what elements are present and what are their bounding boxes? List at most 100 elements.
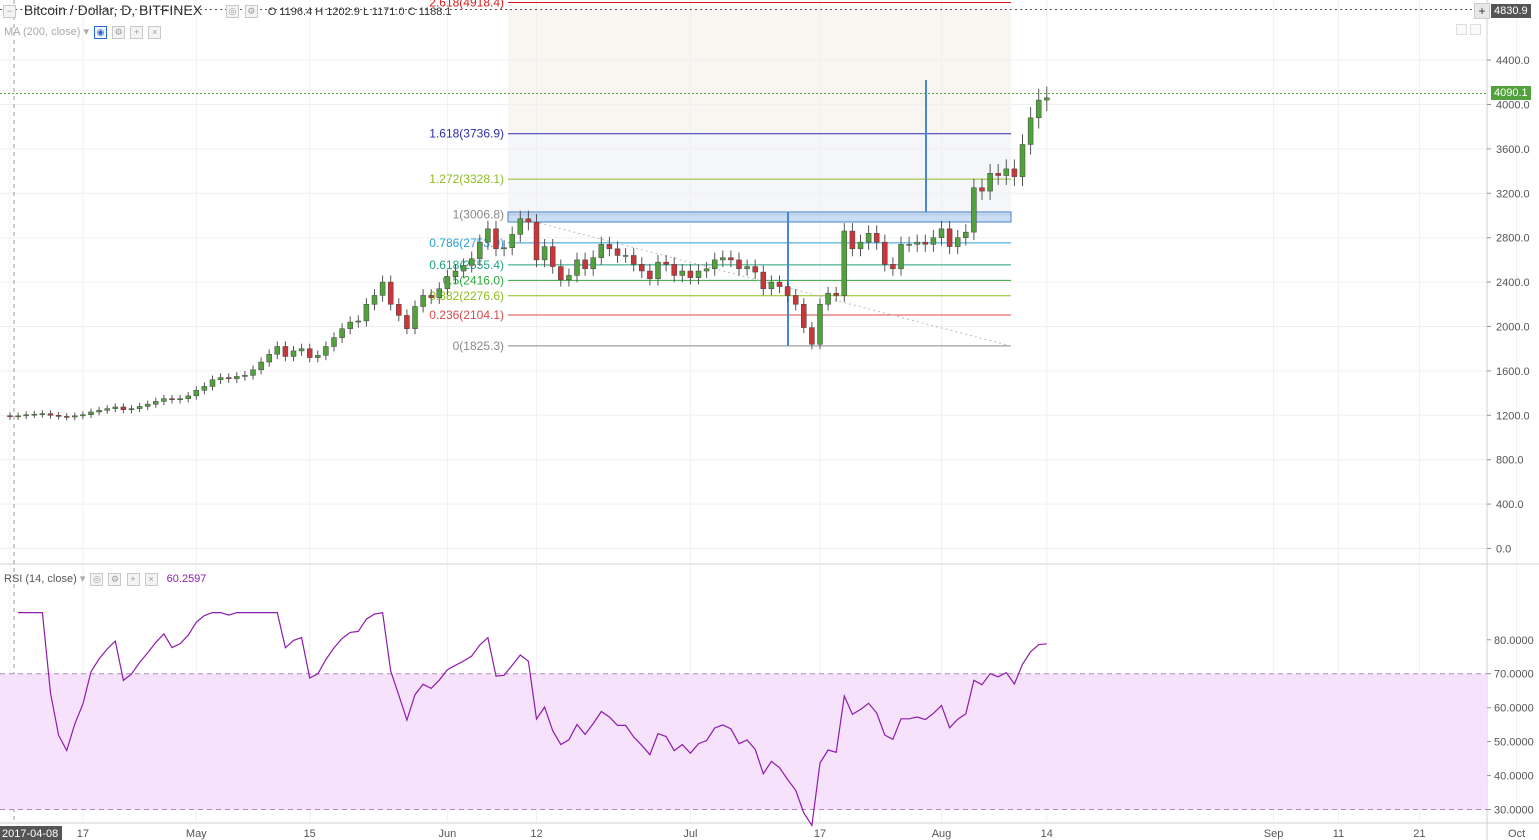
candle-body [217, 377, 224, 381]
rsi-tick-label: 30.0000 [1494, 805, 1534, 817]
candle-body [266, 354, 272, 363]
eye-icon[interactable]: ◎ [90, 572, 104, 586]
fib-level-label: 0.236(2104.1) [429, 308, 504, 322]
candle-body [655, 261, 661, 280]
candle-body [865, 233, 872, 243]
candle-body [760, 271, 767, 290]
settings-icon[interactable]: ⚙ [108, 572, 122, 586]
candle-body [817, 304, 823, 345]
symbol-title[interactable]: Bitcoin / Dollar, D, BITFINEX [23, 2, 203, 18]
fib-level-label: 2.618(4918.4) [429, 0, 504, 10]
candle-body [671, 264, 677, 276]
candle-body [493, 228, 499, 250]
candle-body [1035, 99, 1042, 119]
close-icon[interactable]: × [144, 572, 158, 586]
chevron-down-icon[interactable]: ▾ [83, 26, 90, 38]
candle-body [258, 361, 264, 371]
price-tick-label: 3200.0 [1496, 188, 1530, 200]
candle-body [460, 265, 467, 272]
price-tick-label: 4400.0 [1496, 55, 1530, 67]
time-tick-label: 2017-04-08 [2, 828, 58, 840]
candle-body [622, 255, 629, 257]
minimize-icon[interactable] [1470, 24, 1481, 35]
candle-body [355, 320, 362, 323]
candle-body [404, 315, 410, 329]
candle-body [801, 304, 807, 328]
candle-body [598, 244, 605, 258]
candle-body [201, 386, 208, 391]
candle-body [444, 276, 451, 290]
candle-body [720, 257, 726, 261]
candle-body [169, 398, 175, 401]
price-tick-label: 400.0 [1496, 499, 1524, 511]
candle-body [509, 234, 515, 248]
chart-header: − Bitcoin / Dollar, D, BITFINEX ◎ ⚙ O 11… [3, 2, 452, 18]
time-tick-label: 11 [1333, 828, 1344, 840]
price-tick-label: 4000.0 [1496, 100, 1530, 112]
rsi-tick-label: 60.0000 [1494, 703, 1534, 715]
candle-body [136, 406, 143, 409]
candle-body [144, 403, 151, 407]
candle-body [517, 218, 524, 235]
fib-level-label: 0.786(2753.9) [429, 236, 504, 250]
candle-body [371, 295, 378, 305]
candle-body [153, 401, 159, 405]
candle-body [938, 228, 945, 238]
candle-body [946, 228, 953, 247]
time-tick-label: 12 [530, 828, 542, 840]
candle-body [420, 295, 426, 307]
candle-body [1011, 168, 1018, 177]
collapse-icon[interactable]: − [3, 4, 16, 18]
eye-icon[interactable]: ◎ [225, 4, 239, 18]
add-icon[interactable]: + [126, 572, 140, 586]
candle-body [825, 292, 831, 305]
ma-indicator-label[interactable]: MA (200, close) ▾ ◉ ⚙ + × [4, 25, 162, 39]
candle-body [752, 266, 758, 273]
settings-icon[interactable]: ⚙ [244, 4, 258, 18]
candle-body [47, 413, 54, 416]
candle-body [987, 173, 993, 192]
candle-body [315, 355, 321, 358]
chevron-down-icon[interactable]: ▾ [79, 573, 86, 585]
candle-body [639, 264, 645, 272]
fib-zone-lower [508, 132, 1011, 214]
candle-body [15, 415, 21, 418]
time-tick-label: Oct [1508, 828, 1525, 840]
candle-body [339, 328, 345, 338]
rsi-indicator-label[interactable]: RSI (14, close) ▾ ◎ ⚙ + × 60.2597 [4, 572, 207, 586]
candle-body [234, 376, 240, 379]
candle-body [882, 241, 888, 265]
candle-body [347, 321, 353, 329]
time-tick-label: 15 [304, 828, 316, 840]
maximize-icon[interactable] [1456, 24, 1467, 35]
time-tick-label: Jul [683, 828, 697, 840]
fib-level-label: 1.618(3736.9) [429, 127, 504, 141]
candle-body [630, 255, 637, 265]
time-tick-label: May [186, 828, 207, 840]
candle-body [306, 348, 313, 358]
candle-body [857, 241, 864, 250]
candle-body [225, 377, 232, 379]
candle-body [1003, 168, 1010, 176]
candle-body [193, 390, 200, 397]
eye-icon[interactable]: ◉ [94, 25, 108, 39]
add-icon[interactable]: + [130, 25, 144, 39]
candle-body [39, 413, 46, 415]
candle-body [930, 237, 937, 245]
candle-body [744, 266, 750, 270]
settings-icon[interactable]: ⚙ [112, 25, 126, 39]
candle-body [995, 173, 1001, 176]
price-tick-label: 3600.0 [1496, 144, 1530, 156]
candle-body [558, 266, 564, 281]
time-tick-label: 17 [77, 828, 89, 840]
candle-body [849, 230, 856, 250]
time-tick-label: 21 [1413, 828, 1425, 840]
fib-level-label: 0.618(2555.4) [429, 258, 504, 272]
price-tick-label: 0.0 [1496, 544, 1511, 556]
fib-highlight-box [507, 211, 1012, 223]
candle-body [663, 261, 669, 265]
add-price-alert-button[interactable]: + [1474, 3, 1490, 19]
candle-body [63, 416, 70, 418]
close-icon[interactable]: × [148, 25, 162, 39]
